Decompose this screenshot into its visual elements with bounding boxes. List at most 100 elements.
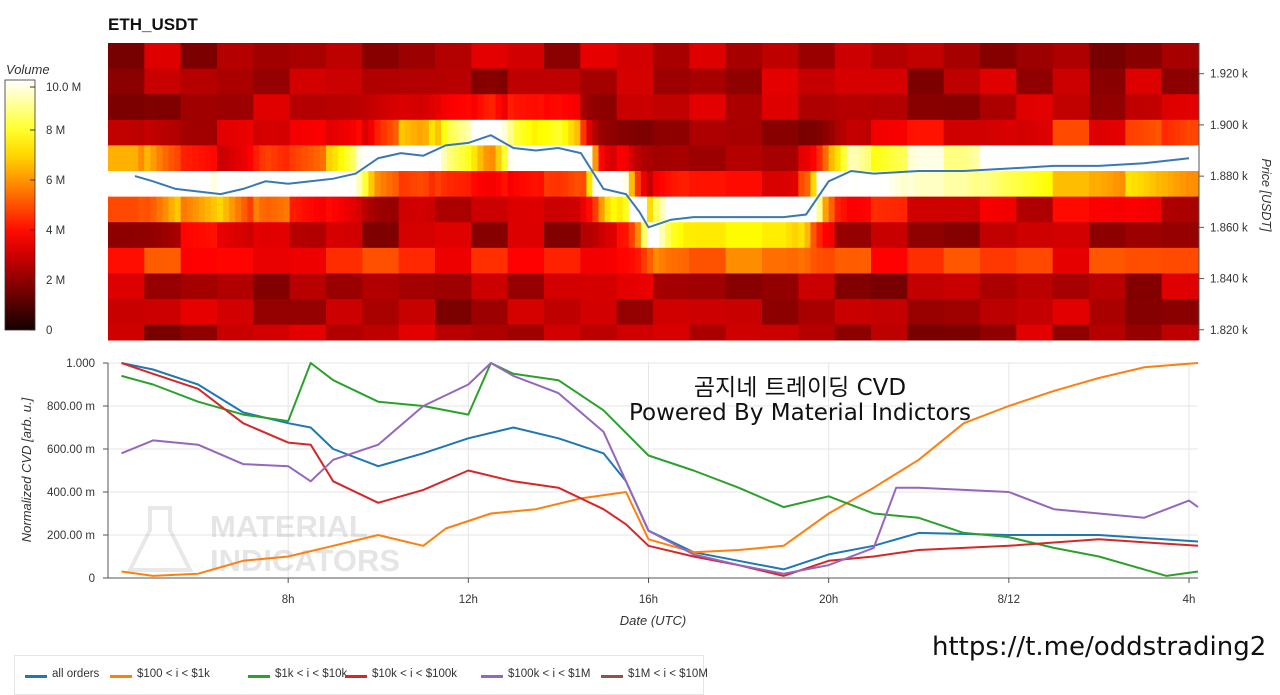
heatmap-cell bbox=[404, 324, 412, 341]
heatmap-cell bbox=[1119, 145, 1126, 172]
heatmap-cell bbox=[707, 273, 715, 300]
heatmap-cell bbox=[889, 273, 896, 300]
heatmap-cell bbox=[810, 222, 818, 249]
heatmap-cell bbox=[737, 68, 745, 95]
heatmap-cell bbox=[695, 68, 703, 95]
heatmap-cell bbox=[531, 222, 539, 249]
heatmap-cell bbox=[525, 171, 533, 198]
heatmap-cell bbox=[961, 68, 969, 95]
heatmap-cell bbox=[671, 94, 678, 121]
heatmap-cell bbox=[350, 171, 357, 198]
heatmap-cell bbox=[1095, 222, 1102, 249]
heatmap-cell bbox=[513, 119, 521, 146]
heatmap-cell bbox=[150, 43, 158, 70]
heatmap-cell bbox=[671, 145, 678, 172]
heatmap-cell bbox=[671, 324, 678, 341]
heatmap-cell bbox=[792, 145, 799, 172]
heatmap-cell bbox=[677, 299, 684, 326]
heatmap-cell bbox=[156, 299, 164, 326]
heatmap-cell bbox=[120, 68, 127, 95]
heatmap-cell bbox=[265, 43, 273, 70]
heatmap-cell bbox=[168, 171, 176, 198]
heatmap-cell bbox=[1082, 273, 1090, 300]
heatmap-cell bbox=[550, 299, 557, 326]
heatmap-cell bbox=[986, 119, 993, 146]
heatmap-cell bbox=[235, 273, 242, 300]
heatmap-cell bbox=[992, 299, 999, 326]
heatmap-cell bbox=[1095, 247, 1102, 274]
heatmap-cell bbox=[1046, 43, 1054, 70]
heatmap-cell bbox=[864, 222, 872, 249]
heatmap-cell bbox=[628, 94, 636, 121]
heatmap-cell bbox=[138, 196, 145, 223]
heatmap-cell bbox=[398, 273, 406, 300]
heatmap-cell bbox=[223, 196, 230, 223]
heatmap-cell bbox=[441, 94, 448, 121]
heatmap-cell bbox=[398, 171, 406, 198]
heatmap-cell bbox=[1070, 68, 1078, 95]
heatmap-cell bbox=[792, 171, 799, 198]
heatmap-cell bbox=[380, 222, 388, 249]
heatmap-cell bbox=[289, 94, 297, 121]
telegram-link[interactable]: https://t.me/oddstrading2 bbox=[932, 632, 1267, 662]
heatmap-cell bbox=[483, 222, 491, 249]
heatmap-cell bbox=[198, 222, 206, 249]
heatmap-cell bbox=[241, 299, 248, 326]
heatmap-cell bbox=[695, 196, 703, 223]
heatmap-cell bbox=[1064, 299, 1072, 326]
heatmap-cell bbox=[198, 119, 206, 146]
heatmap-cell bbox=[1022, 273, 1030, 300]
cvd-series-line bbox=[121, 362, 1199, 575]
heatmap-cell bbox=[695, 145, 703, 172]
heatmap-cell bbox=[907, 171, 914, 198]
heatmap-cell bbox=[507, 145, 515, 172]
heatmap-cell bbox=[416, 119, 424, 146]
heatmap-cell bbox=[301, 196, 309, 223]
heatmap-cell bbox=[883, 43, 890, 70]
heatmap-cell bbox=[271, 68, 279, 95]
heatmap-cell bbox=[755, 273, 763, 300]
heatmap-cell bbox=[858, 222, 866, 249]
heatmap-cell bbox=[489, 247, 497, 274]
heatmap-cell bbox=[804, 273, 812, 300]
heatmap-cell bbox=[871, 299, 878, 326]
heatmap-cell bbox=[780, 196, 787, 223]
heatmap-cell bbox=[259, 299, 267, 326]
heatmap-cell bbox=[1179, 68, 1187, 95]
heatmap-cell bbox=[980, 273, 987, 300]
heatmap-cell bbox=[713, 196, 721, 223]
heatmap-cell bbox=[816, 273, 824, 300]
heatmap-cell bbox=[852, 222, 860, 249]
heatmap-cell bbox=[453, 299, 460, 326]
heatmap-cell bbox=[307, 273, 315, 300]
heatmap-cell bbox=[126, 222, 133, 249]
heatmap-cell bbox=[877, 196, 884, 223]
heatmap-cell bbox=[126, 68, 133, 95]
heatmap-cell bbox=[580, 324, 587, 341]
heatmap-cell bbox=[816, 43, 824, 70]
heatmap-cell bbox=[332, 145, 339, 172]
heatmap-cell bbox=[1149, 94, 1157, 121]
heatmap-cell bbox=[307, 43, 315, 70]
heatmap-cell bbox=[1082, 324, 1090, 341]
heatmap-cell bbox=[410, 247, 418, 274]
heatmap-cell bbox=[283, 273, 291, 300]
heatmap-cell bbox=[410, 68, 418, 95]
heatmap-cell bbox=[283, 68, 291, 95]
heatmap-cell bbox=[519, 273, 527, 300]
heatmap-cell bbox=[1004, 119, 1011, 146]
cvd-y-tick-label: 400.00 m bbox=[47, 487, 95, 499]
heatmap-cell bbox=[961, 222, 969, 249]
heatmap-cell bbox=[465, 145, 472, 172]
heatmap-cell bbox=[1185, 119, 1193, 146]
heatmap-cell bbox=[822, 43, 830, 70]
heatmap-cell bbox=[864, 299, 872, 326]
heatmap-cell bbox=[544, 171, 551, 198]
heatmap-cell bbox=[271, 43, 279, 70]
heatmap-cell bbox=[1034, 196, 1042, 223]
heatmap-cell bbox=[828, 324, 836, 341]
heatmap-cell bbox=[265, 196, 273, 223]
heatmap-cell bbox=[277, 299, 285, 326]
heatmap-cell bbox=[519, 43, 527, 70]
